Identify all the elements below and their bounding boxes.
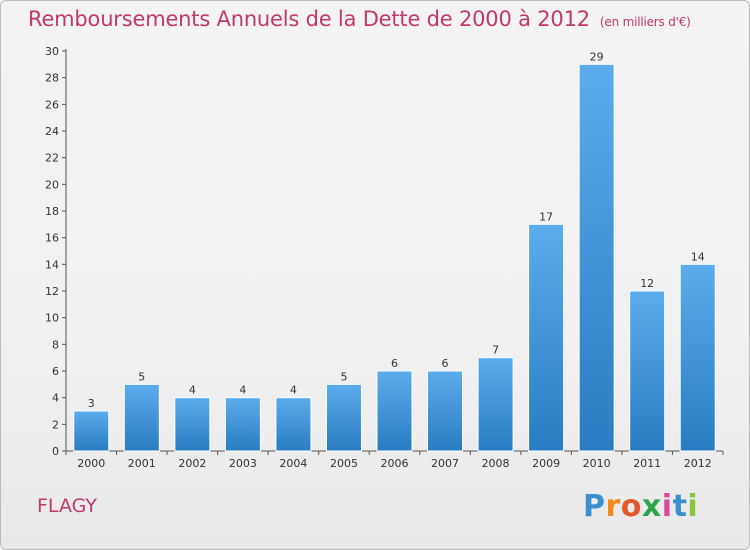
bar-2009 <box>528 223 565 452</box>
bar-2010 <box>578 63 615 452</box>
chart-title: Remboursements Annuels de la Dette de 20… <box>28 7 691 31</box>
bar-2004 <box>275 397 312 452</box>
y-tick-label: 10 <box>45 312 59 325</box>
bar-value-label: 3 <box>88 397 95 410</box>
x-tick-label: 2003 <box>229 457 257 470</box>
commune-name: FLAGY <box>37 495 97 517</box>
x-tick-label: 2002 <box>178 457 206 470</box>
bar-2000 <box>73 410 110 452</box>
y-tick-label: 14 <box>45 258 59 271</box>
bars-group <box>73 63 716 452</box>
x-tick-label: 2004 <box>279 457 307 470</box>
bar-2002 <box>174 397 211 452</box>
logo-letter: o <box>620 489 642 524</box>
y-tick-label: 8 <box>52 338 59 351</box>
x-tick-label: 2012 <box>684 457 712 470</box>
bar-2006 <box>376 370 413 452</box>
logo-letter: r <box>605 489 621 524</box>
y-tick-label: 26 <box>45 98 59 111</box>
x-tick-label: 2011 <box>633 457 661 470</box>
bar-value-label: 7 <box>492 344 499 357</box>
x-axis: 2000 2001 2002 2003 2004 2005 2006 2007 2008 2009… <box>65 450 724 470</box>
y-tick-label: 0 <box>52 445 59 458</box>
y-tick-label: 30 <box>45 45 59 58</box>
logo-letter: i <box>687 489 699 524</box>
x-tick-label: 2000 <box>77 457 105 470</box>
bar-value-label: 14 <box>691 250 705 263</box>
chart-unit: (en milliers d'€) <box>599 15 691 29</box>
bar-value-label: 4 <box>189 384 196 397</box>
bar-value-label: 4 <box>290 384 297 397</box>
bar-2003 <box>224 397 261 452</box>
bar-2005 <box>325 383 362 452</box>
chart-title-text: Remboursements Annuels de la Dette de 20… <box>28 7 590 31</box>
y-tick-label: 2 <box>52 418 59 431</box>
logo-letter: i <box>661 489 673 524</box>
bar-value-label: 6 <box>442 357 449 370</box>
x-tick-label: 2010 <box>583 457 611 470</box>
bar-value-label: 6 <box>391 357 398 370</box>
x-tick-label: 2008 <box>482 457 510 470</box>
bar-value-label: 29 <box>590 50 604 63</box>
bar-value-label: 17 <box>539 210 553 223</box>
x-tick-label: 2009 <box>532 457 560 470</box>
bar-value-label: 12 <box>640 277 654 290</box>
y-tick-label: 4 <box>52 392 59 405</box>
y-tick-label: 22 <box>45 152 59 165</box>
y-tick-label: 18 <box>45 205 59 218</box>
logo-letter: P <box>583 489 606 524</box>
x-tick-label: 2007 <box>431 457 459 470</box>
y-tick-label: 20 <box>45 178 59 191</box>
value-labels-group: 3 5 4 4 4 5 6 6 7 17 29 12 14 <box>88 50 705 410</box>
proxiti-logo: Proxiti <box>583 489 698 524</box>
x-tick-label: 2001 <box>128 457 156 470</box>
y-tick-label: 24 <box>45 125 59 138</box>
y-tick-label: 16 <box>45 232 59 245</box>
x-tick-label: 2006 <box>381 457 409 470</box>
bar-2011 <box>629 290 666 452</box>
bar-2007 <box>427 370 464 452</box>
y-tick-label: 6 <box>52 365 59 378</box>
y-tick-label: 12 <box>45 285 59 298</box>
bar-value-label: 4 <box>239 384 246 397</box>
bar-2008 <box>477 357 514 452</box>
y-tick-label: 28 <box>45 72 59 85</box>
x-tick-label: 2005 <box>330 457 358 470</box>
bar-2012 <box>679 263 716 452</box>
logo-letter: x <box>641 489 662 524</box>
bar-value-label: 5 <box>340 370 347 383</box>
bar-value-label: 5 <box>138 370 145 383</box>
logo-letter: t <box>672 489 688 524</box>
bar-2001 <box>123 383 160 452</box>
